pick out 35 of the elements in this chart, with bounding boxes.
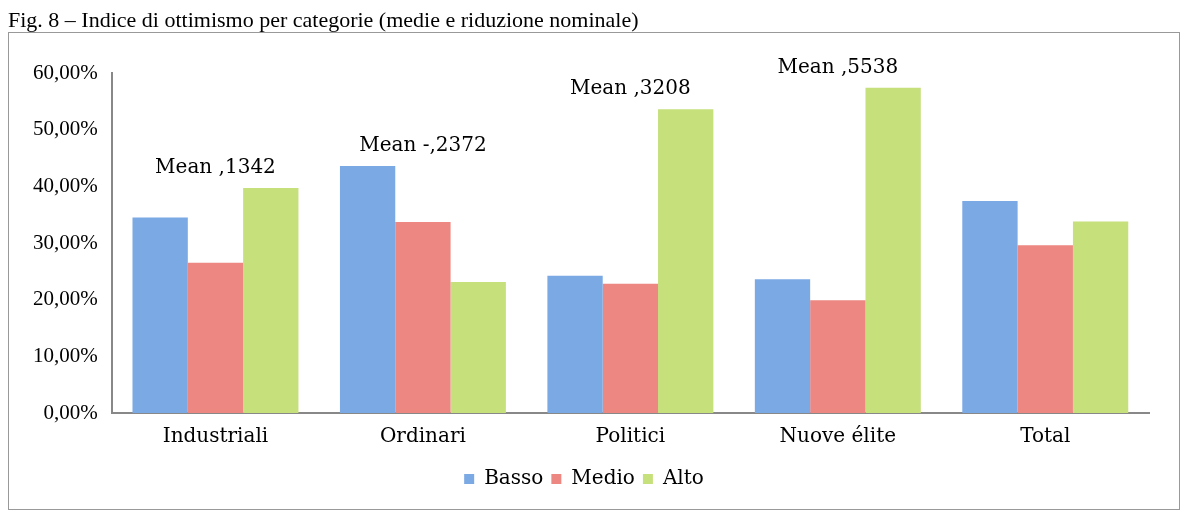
legend-label: Basso [484, 465, 544, 490]
bar [865, 87, 921, 413]
x-tick-label: Nuove élite [779, 423, 897, 448]
y-tick-label: 50,00% [32, 116, 98, 141]
y-tick-label: 30,00% [32, 229, 98, 254]
y-tick-label: 0,00% [43, 399, 98, 424]
legend-label: Alto [661, 465, 704, 490]
bar [810, 300, 866, 413]
bar [132, 217, 188, 413]
bar [243, 188, 299, 413]
annotation: Mean ,1342 [155, 154, 276, 179]
annotation: Mean ,3208 [570, 75, 691, 100]
bar [754, 279, 811, 413]
bar [547, 275, 603, 413]
bar [339, 165, 396, 413]
bar [1072, 221, 1129, 413]
y-tick-label: 10,00% [32, 342, 98, 367]
y-tick-label: 20,00% [32, 286, 98, 311]
y-tick-label: 40,00% [32, 172, 98, 197]
annotation: Mean ,5538 [777, 53, 899, 78]
x-tick-label: Industriali [162, 423, 269, 448]
y-tick-label: 60,00% [32, 59, 98, 84]
bar [602, 283, 659, 413]
bar [1017, 245, 1073, 413]
legend-label: Medio [571, 465, 635, 490]
bar [187, 262, 244, 413]
bar [962, 201, 1018, 413]
x-tick-label: Total [1020, 423, 1071, 448]
x-tick-label: Ordinari [379, 423, 466, 448]
chart-title: Fig. 8 – Indice di ottimismo per categorie (medie e riduzione nominale) [8, 7, 640, 32]
annotation: Mean -,2372 [359, 132, 487, 157]
x-tick-label: Politici [595, 423, 666, 448]
bar [658, 109, 714, 413]
bar [450, 282, 506, 413]
bar [395, 222, 451, 413]
